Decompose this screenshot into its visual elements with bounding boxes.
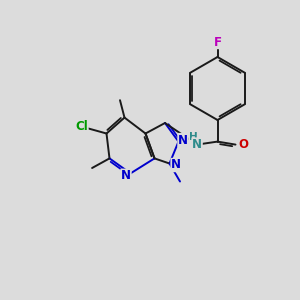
Text: N: N [192, 138, 202, 151]
Text: O: O [238, 138, 248, 151]
Text: F: F [214, 35, 221, 49]
Text: Cl: Cl [75, 120, 88, 133]
Text: N: N [178, 134, 188, 147]
Text: N: N [171, 158, 181, 172]
Text: H: H [189, 132, 198, 142]
Text: N: N [121, 169, 131, 182]
